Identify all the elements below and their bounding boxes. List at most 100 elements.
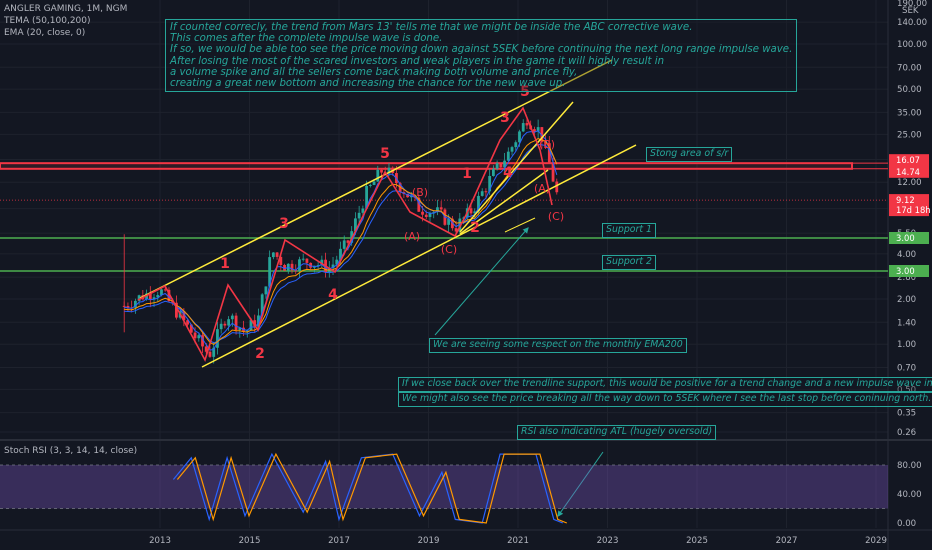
support2-note[interactable]: Support 2 — [602, 255, 657, 270]
candle-body — [361, 208, 365, 213]
candle-body — [320, 259, 324, 266]
symbol-title: ANGLER GAMING, 1M, NGM — [4, 4, 128, 14]
note-line: a volume spike and all the sellers come … — [170, 66, 578, 78]
price-tick-label: 1.00 — [897, 340, 916, 350]
drawings — [137, 59, 637, 517]
stoch-tick-label: 40.00 — [897, 490, 922, 500]
candle-body — [260, 294, 264, 316]
wave-label-w1b: 1 — [462, 166, 472, 182]
time-tick-label: 2015 — [239, 536, 261, 546]
candle-body — [439, 207, 443, 210]
candle-body — [148, 293, 152, 300]
support2-badge: 3.00 — [896, 266, 915, 276]
candle-body — [212, 347, 216, 357]
candle-body — [275, 252, 279, 257]
stoch-band — [0, 465, 888, 509]
price-tick-label: 0.35 — [897, 409, 916, 419]
price-tick-label: 4.00 — [897, 250, 916, 260]
rsi-arrow — [557, 451, 604, 517]
main-analysis-note[interactable]: If counted correcly, the trend from Mars… — [165, 19, 798, 93]
candle-body — [491, 168, 495, 176]
level-badge-14-bg — [889, 165, 929, 178]
support1-note[interactable]: Support 1 — [602, 223, 657, 238]
candle-body — [406, 194, 410, 198]
wedge-upper — [459, 101, 574, 233]
candle-body — [186, 320, 189, 325]
candle-body — [518, 131, 521, 143]
candle-body — [216, 329, 219, 348]
price-tick-label: 50.00 — [897, 85, 922, 95]
candle-body — [257, 315, 260, 327]
ema200-note[interactable]: We are seeing some respect on the monthl… — [429, 338, 687, 353]
price-tick-label: 12.00 — [897, 178, 922, 188]
time-tick-label: 2025 — [686, 536, 708, 546]
candle-body — [551, 162, 555, 182]
candle-body — [219, 323, 223, 330]
candle-body — [253, 320, 257, 327]
candle-body — [480, 191, 484, 196]
candle-body — [335, 259, 339, 265]
trendline-note[interactable]: If we close back over the trendline supp… — [398, 377, 932, 392]
stoch-k-line — [172, 452, 564, 524]
candle-body — [156, 295, 160, 298]
candle-body — [268, 257, 272, 287]
wedge-lower — [459, 169, 549, 235]
rsi-note[interactable]: RSI also indicating ATL (hugely oversold… — [517, 425, 717, 440]
wave-label-w2: 2 — [255, 346, 265, 362]
time-axis: 2013 2015 2017 2019 2021 2023 2025 2027 2029 — [0, 529, 932, 546]
stoch-rsi-legend[interactable]: Stoch RSI (3, 3, 14, 14, close) — [4, 446, 138, 456]
candle-body — [290, 263, 294, 271]
time-tick-label: 2013 — [149, 536, 171, 546]
channel-upper — [139, 59, 613, 299]
countdown-label: 17d 18h — [896, 205, 931, 215]
tema-legend[interactable]: TEMA (50,100,200) — [4, 16, 91, 26]
stoch-d-line — [176, 452, 568, 524]
ema200-tick — [504, 217, 536, 233]
candle-body — [510, 147, 514, 152]
candle-body — [488, 175, 492, 192]
price-tick-label: 190.00 — [897, 0, 927, 9]
channel-lower — [201, 144, 637, 368]
time-tick-label: 2017 — [328, 536, 350, 546]
candle-body — [495, 163, 499, 169]
candle-body — [126, 306, 130, 308]
candle-body — [175, 302, 178, 318]
note-text: Support 1 — [606, 224, 653, 235]
candle-body — [536, 127, 540, 132]
candle-body — [279, 256, 283, 265]
candle-body — [189, 324, 193, 333]
candle-body — [238, 327, 242, 330]
candle-body — [249, 320, 253, 331]
price-tick-label: 2.80 — [897, 273, 916, 283]
candle-body — [309, 262, 313, 268]
price-axis: 0.260.350.500.701.001.402.002.804.005.50… — [889, 0, 931, 529]
ema-legend[interactable]: EMA (20, close, 0) — [4, 28, 86, 38]
wave-label-c2: (C) — [548, 210, 564, 223]
support1-badge: 3.00 — [896, 233, 915, 243]
candle-body — [506, 151, 510, 161]
candle-body — [521, 123, 525, 132]
level-badge-16: 16.07 — [896, 155, 920, 165]
wave-label-w2b: 2 — [470, 220, 480, 236]
wave-label-b2: (B) — [539, 138, 555, 151]
candle-body — [230, 315, 234, 320]
note-line: This comes after the complete impulse wa… — [170, 33, 443, 45]
candle-body — [376, 169, 380, 182]
wave-label-w3: 3 — [279, 216, 289, 232]
candle-body — [197, 335, 201, 339]
candle-body — [458, 218, 462, 232]
level-badge-16-bg — [889, 154, 929, 167]
wave-count-path — [137, 106, 553, 363]
candle-body — [365, 185, 368, 209]
candle-body — [201, 335, 204, 347]
candle-body — [436, 207, 439, 213]
stoch-tick-label: 0.00 — [897, 519, 916, 529]
breakdown-note[interactable]: We might also see the price breaking all… — [398, 392, 932, 407]
candle-body — [368, 184, 372, 186]
candle-body — [234, 315, 238, 330]
tema-line — [124, 130, 558, 351]
strong-area-note[interactable]: Stong area of s/r — [646, 147, 733, 162]
wave-label-w3b: 3 — [500, 110, 510, 126]
